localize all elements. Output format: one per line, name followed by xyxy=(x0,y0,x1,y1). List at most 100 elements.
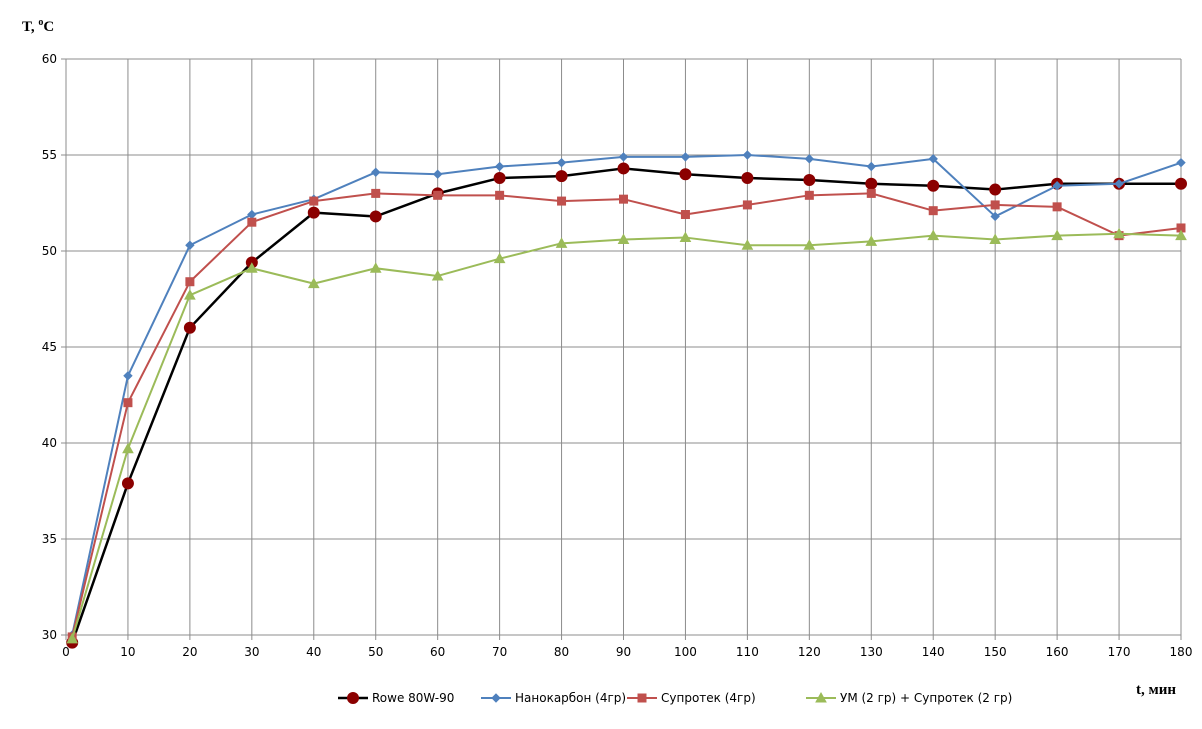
x-tick-label: 170 xyxy=(1108,645,1131,659)
y-tick-label: 30 xyxy=(42,628,57,642)
data-point xyxy=(865,177,878,190)
data-point xyxy=(493,172,506,185)
data-point xyxy=(556,157,567,168)
y-axis-title: T, oC xyxy=(22,17,54,35)
data-point xyxy=(493,252,506,264)
data-point xyxy=(617,233,630,244)
data-point xyxy=(494,161,505,172)
data-point xyxy=(369,262,382,273)
data-point xyxy=(927,179,940,192)
data-point xyxy=(866,188,876,198)
data-point xyxy=(803,239,816,250)
series-group xyxy=(66,150,1187,649)
data-point xyxy=(1052,181,1062,191)
data-point xyxy=(309,196,319,206)
data-point xyxy=(123,398,133,408)
data-point xyxy=(990,200,1000,210)
x-tick-label: 160 xyxy=(1046,645,1069,659)
legend-label: УМ (2 гр) + Супротек (2 гр) xyxy=(840,691,1012,705)
series-2 xyxy=(67,188,1186,642)
data-point xyxy=(183,321,196,334)
data-point xyxy=(928,154,938,164)
data-point xyxy=(432,169,443,179)
data-point xyxy=(122,442,134,454)
data-point xyxy=(431,269,444,281)
y-tick-label: 40 xyxy=(42,436,57,450)
data-point xyxy=(990,211,1000,222)
y-tick-label: 55 xyxy=(42,148,57,162)
data-point xyxy=(680,210,690,220)
data-point xyxy=(307,277,320,289)
x-tick-label: 70 xyxy=(492,645,507,659)
data-point xyxy=(1175,177,1187,190)
data-point xyxy=(742,200,752,210)
data-point xyxy=(247,217,257,227)
y-tick-labels: 30 35 40 45 50 55 60 xyxy=(42,52,57,642)
data-point xyxy=(804,154,815,164)
x-axis-title: t, мин xyxy=(1136,682,1176,698)
x-tick-label: 0 xyxy=(62,645,70,659)
x-tick-label: 130 xyxy=(860,645,883,659)
legend-marker xyxy=(491,693,501,703)
data-point xyxy=(371,167,381,177)
data-point xyxy=(185,277,195,287)
data-point xyxy=(123,371,133,381)
x-tick-label: 40 xyxy=(306,645,321,659)
x-tick-label: 150 xyxy=(984,645,1007,659)
legend-item-2: Супротек (4гр) xyxy=(627,691,756,705)
data-point xyxy=(66,632,79,644)
x-tick-label: 80 xyxy=(554,645,569,659)
data-point xyxy=(184,289,196,300)
data-point xyxy=(369,210,382,223)
data-point xyxy=(555,170,568,183)
data-point xyxy=(1175,229,1187,241)
data-point xyxy=(679,168,692,181)
data-point xyxy=(989,183,1002,196)
data-point xyxy=(1114,179,1124,189)
data-point xyxy=(866,161,876,172)
x-tick-label: 20 xyxy=(182,645,197,659)
x-tick-label: 180 xyxy=(1170,645,1193,659)
data-point xyxy=(804,190,814,200)
legend-label: Нанокарбон (4гр) xyxy=(515,691,626,705)
data-point xyxy=(1113,227,1125,239)
data-point xyxy=(619,194,628,204)
data-point xyxy=(741,239,754,250)
data-point xyxy=(803,173,816,186)
legend-label: Супротек (4гр) xyxy=(661,691,756,705)
data-point xyxy=(679,231,692,243)
y-tick-label: 60 xyxy=(42,52,57,66)
x-tick-label: 50 xyxy=(368,645,383,659)
data-point xyxy=(741,172,754,185)
y-tick-label: 45 xyxy=(42,340,57,354)
data-point xyxy=(865,235,878,246)
data-point xyxy=(495,190,505,200)
data-point xyxy=(307,206,320,219)
data-point xyxy=(121,477,134,490)
legend-item-3: УМ (2 гр) + Супротек (2 гр) xyxy=(806,691,1012,705)
data-point xyxy=(617,162,630,175)
data-point xyxy=(555,237,568,248)
x-tick-label: 90 xyxy=(616,645,631,659)
legend-item-1: Нанокарбон (4гр) xyxy=(481,691,626,705)
x-tick-label: 60 xyxy=(430,645,445,659)
data-point xyxy=(1176,157,1186,168)
data-point xyxy=(1052,202,1062,212)
x-tick-label: 100 xyxy=(674,645,697,659)
data-point xyxy=(1051,229,1063,241)
legend-label: Rowe 80W-90 xyxy=(372,691,454,705)
x-tick-label: 30 xyxy=(244,645,259,659)
data-point xyxy=(557,196,567,206)
data-point xyxy=(742,150,753,160)
data-point xyxy=(371,188,381,198)
y-tick-label: 50 xyxy=(42,244,57,258)
legend-marker xyxy=(347,692,359,704)
data-point xyxy=(185,240,195,250)
data-point xyxy=(433,190,443,200)
y-tick-label: 35 xyxy=(42,532,57,546)
series-3 xyxy=(66,227,1187,644)
data-point xyxy=(680,152,691,162)
data-point xyxy=(927,229,940,241)
legend: Rowe 80W-90 Нанокарбон (4гр) Супротек (4гр… xyxy=(338,691,1012,705)
